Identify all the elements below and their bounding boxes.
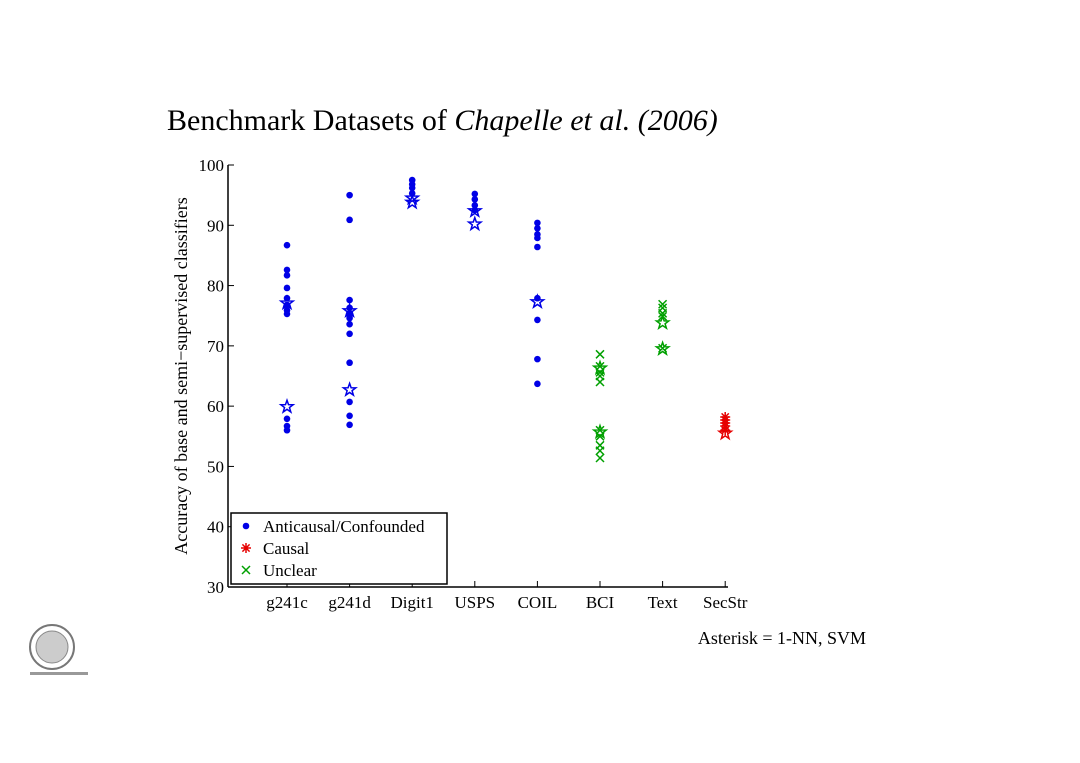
x-mark — [595, 349, 605, 359]
dot — [346, 398, 353, 406]
title-part: Benchmark Datasets of — [167, 104, 454, 137]
x-tick-label: COIL — [518, 593, 558, 612]
dot — [346, 412, 353, 420]
y-tick-label: 90 — [207, 216, 224, 235]
dot — [346, 320, 353, 328]
x-tick-label: BCI — [586, 593, 615, 612]
star-mark — [716, 424, 734, 441]
y-tick-label: 60 — [207, 397, 224, 416]
y-axis-label: Accuracy of base and semi−supervised cla… — [171, 197, 191, 555]
chart-title: Benchmark Datasets of Chapelle et al. (2… — [167, 104, 718, 137]
x-mark — [595, 446, 605, 456]
dot — [346, 314, 353, 322]
x-tick-label: Text — [648, 593, 678, 612]
legend-box — [230, 512, 448, 585]
dot — [346, 296, 353, 304]
x-tick-label: g241d — [328, 593, 371, 612]
dot — [534, 225, 541, 232]
star-mark — [278, 397, 296, 414]
asterisk-mark — [720, 425, 731, 436]
dot — [408, 184, 416, 192]
star-mark — [591, 359, 609, 376]
dot — [283, 266, 291, 274]
dot — [534, 234, 541, 242]
star-mark — [466, 202, 484, 218]
star-mark — [654, 340, 671, 356]
y-tick-label: 80 — [207, 277, 224, 296]
star-mark — [403, 193, 421, 210]
dot — [283, 415, 291, 423]
dot — [534, 219, 541, 227]
y-tick-label: 30 — [207, 578, 224, 597]
x-tick-label: SecStr — [703, 593, 748, 612]
star-mark — [278, 294, 296, 311]
dot — [346, 359, 353, 367]
star-mark — [341, 381, 358, 397]
y-tick-label: 50 — [207, 457, 224, 476]
star-mark — [341, 302, 358, 318]
y-tick-label: 40 — [207, 518, 224, 537]
dot — [283, 310, 291, 318]
dot — [242, 522, 250, 530]
x-mark — [658, 308, 668, 318]
dot — [534, 243, 541, 251]
asterisk-mark — [241, 543, 251, 553]
dot — [283, 426, 291, 434]
x-mark — [595, 453, 605, 463]
star-mark — [591, 423, 609, 440]
dot — [283, 241, 291, 249]
legend: Anticausal/Confounded Causal Unclear — [230, 512, 448, 585]
x-mark — [658, 299, 668, 309]
legend-label: Unclear — [263, 561, 317, 580]
note: Asterisk = 1-NN, SVM — [698, 628, 866, 648]
x-mark — [595, 377, 605, 387]
dot — [471, 190, 479, 198]
legend-label: Anticausal/Confounded — [263, 517, 425, 536]
star-mark — [403, 189, 421, 206]
dot — [346, 191, 353, 199]
x-tick-label: USPS — [454, 593, 495, 612]
y-tick-label: 100 — [199, 156, 225, 175]
dot — [534, 380, 541, 388]
dot — [346, 216, 353, 224]
x-mark — [241, 565, 251, 575]
dot — [534, 316, 541, 324]
dot — [471, 196, 479, 203]
dot — [534, 355, 541, 363]
star-mark — [466, 215, 484, 232]
dot — [283, 284, 291, 292]
x-tick-label: Digit1 — [390, 593, 433, 612]
dot — [283, 272, 291, 279]
logo — [29, 624, 88, 675]
y-tick-label: 70 — [207, 337, 224, 356]
x-tick-label: g241c — [266, 593, 308, 612]
star-mark — [529, 293, 546, 309]
legend-label: Causal — [263, 539, 310, 558]
dot — [346, 421, 353, 429]
star-mark — [654, 314, 671, 331]
dot — [346, 330, 353, 338]
title-part: Chapelle et al. (2006) — [454, 104, 717, 137]
